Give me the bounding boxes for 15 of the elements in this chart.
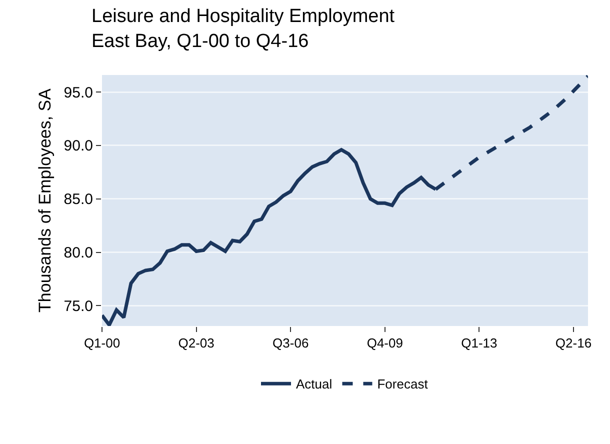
y-tick-label: 85.0 xyxy=(64,191,93,208)
legend-label: Actual xyxy=(296,376,332,392)
y-tick-label: 80.0 xyxy=(64,244,93,262)
x-tick-label: Q2-16 xyxy=(555,336,592,351)
y-tick-label: 95.0 xyxy=(64,84,93,102)
chart-title: Leisure and Hospitality Employment East Bay, Q1-00 to Q4-16 xyxy=(92,6,396,52)
x-tick-label: Q1-13 xyxy=(461,336,498,351)
y-tick-label: 90.0 xyxy=(64,138,93,155)
x-tick-label: Q3-06 xyxy=(272,336,309,351)
y-tick-label: 75.0 xyxy=(64,298,93,315)
x-tick-label: Q2-03 xyxy=(178,336,214,351)
x-tick-label: Q4-09 xyxy=(366,336,403,351)
legend-label: Forecast xyxy=(377,376,428,392)
x-tick-label: Q1-00 xyxy=(84,336,120,351)
y-axis-title: Thousands of Employees, SA xyxy=(35,88,54,312)
